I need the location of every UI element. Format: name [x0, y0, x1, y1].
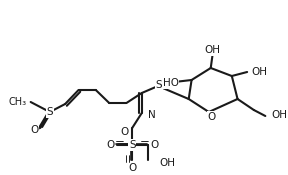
Text: OH: OH — [159, 158, 175, 168]
Text: HO: HO — [162, 78, 179, 88]
Text: S: S — [46, 107, 53, 117]
Text: O: O — [120, 127, 128, 137]
Text: =: = — [140, 138, 149, 150]
Text: OH: OH — [251, 67, 267, 77]
Text: O: O — [128, 163, 136, 173]
Text: =: = — [122, 152, 135, 162]
Text: N: N — [147, 110, 155, 120]
Text: CH₃: CH₃ — [9, 97, 27, 107]
Text: OH: OH — [205, 45, 221, 55]
Text: O: O — [150, 140, 158, 150]
Text: O: O — [208, 112, 216, 122]
Text: =: = — [115, 138, 125, 150]
Text: O: O — [30, 125, 39, 135]
Text: S: S — [156, 80, 162, 90]
Text: S: S — [129, 140, 135, 150]
Text: O: O — [106, 140, 114, 150]
Text: OH: OH — [271, 110, 287, 120]
